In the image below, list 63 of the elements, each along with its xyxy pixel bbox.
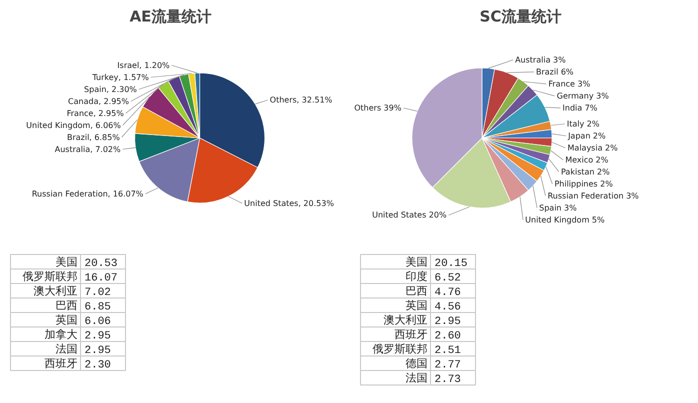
- slice-label: France, 2.95%: [66, 108, 124, 118]
- data-label: 6.52: [434, 272, 461, 284]
- data-label: 2.95: [84, 344, 111, 357]
- data-label: 2.60: [434, 330, 461, 342]
- category-label: 印度: [406, 270, 428, 283]
- category-label: 俄罗斯联邦: [22, 270, 78, 283]
- slice-label: Malaysia 2%: [568, 143, 618, 152]
- slice-label: Mexico 2%: [565, 155, 609, 164]
- slice-label: Japan 2%: [567, 131, 606, 140]
- data-label: 2.95: [84, 330, 111, 342]
- category-label: 西班牙: [394, 328, 428, 341]
- category-label: 加拿大: [44, 328, 78, 341]
- slice-label: Russian Federation, 16.07%: [32, 189, 144, 198]
- data-label: 2.51: [434, 344, 462, 357]
- data-label: 2.77: [434, 359, 461, 372]
- category-label: 德国: [406, 356, 428, 370]
- category-label: 澳大利亚: [384, 313, 428, 326]
- data-label: 20.53: [84, 258, 118, 270]
- data-label: 2.95: [434, 316, 461, 328]
- data-label: 4.56: [434, 301, 461, 314]
- slice-label: Russian Federation 3%: [548, 191, 640, 200]
- data-label: 6.85: [84, 301, 111, 314]
- data-label: 6.06: [84, 316, 111, 328]
- slice-label: Germany 3%: [556, 91, 610, 100]
- category-label: 美国: [406, 255, 428, 268]
- data-label: 2.73: [434, 374, 461, 386]
- slice-label: United States 20%: [372, 210, 447, 220]
- slice-label: Brazil, 6.85%: [66, 132, 120, 142]
- data-label: 16.07: [84, 272, 118, 284]
- category-label: 法国: [56, 342, 78, 356]
- data-label: 2.30: [84, 359, 111, 372]
- slice-label: Pakistan 2%: [560, 167, 610, 176]
- slice-label: United States, 20.53%: [244, 198, 334, 208]
- slice-label: Israel, 1.20%: [117, 60, 170, 70]
- slice-label: Others 39%: [354, 104, 402, 112]
- category-label: 澳大利亚: [34, 284, 78, 298]
- category-label: 俄罗斯联邦: [372, 342, 428, 356]
- data-label: 20.15: [434, 258, 468, 270]
- slice-label: United Kingdom 5%: [525, 215, 605, 224]
- category-label: 巴西: [56, 298, 78, 312]
- slice-label: Turkey, 1.57%: [91, 72, 150, 82]
- data-label: 4.76: [434, 286, 461, 299]
- slice-label: Philippines 2%: [554, 179, 614, 188]
- slice-label: United Kingdom, 6.06%: [26, 120, 122, 130]
- slice-label: France 3%: [548, 79, 591, 88]
- slice-label: Australia, 7.02%: [54, 144, 122, 154]
- data-label: 7.02: [84, 286, 111, 299]
- category-label: 美国: [56, 255, 78, 268]
- category-label: 巴西: [406, 284, 428, 298]
- slice-label: Others, 32.51%: [270, 95, 333, 104]
- slice-label: India 7%: [562, 103, 598, 112]
- chart-title: SC流量统计: [480, 8, 562, 26]
- slice-label: Italy 2%: [566, 119, 600, 128]
- category-label: 英国: [406, 298, 428, 312]
- category-label: 西班牙: [44, 356, 78, 370]
- category-label: 英国: [56, 313, 78, 326]
- slice-label: Brazil 6%: [536, 67, 574, 76]
- chart-title: AE流量统计: [130, 8, 212, 26]
- slice-label: Spain, 2.30%: [84, 84, 138, 94]
- slice-label: Spain 3%: [539, 203, 578, 212]
- slice-label: Canada, 2.95%: [68, 96, 130, 106]
- category-label: 法国: [406, 371, 428, 384]
- slice-label: Australia 3%: [515, 55, 566, 64]
